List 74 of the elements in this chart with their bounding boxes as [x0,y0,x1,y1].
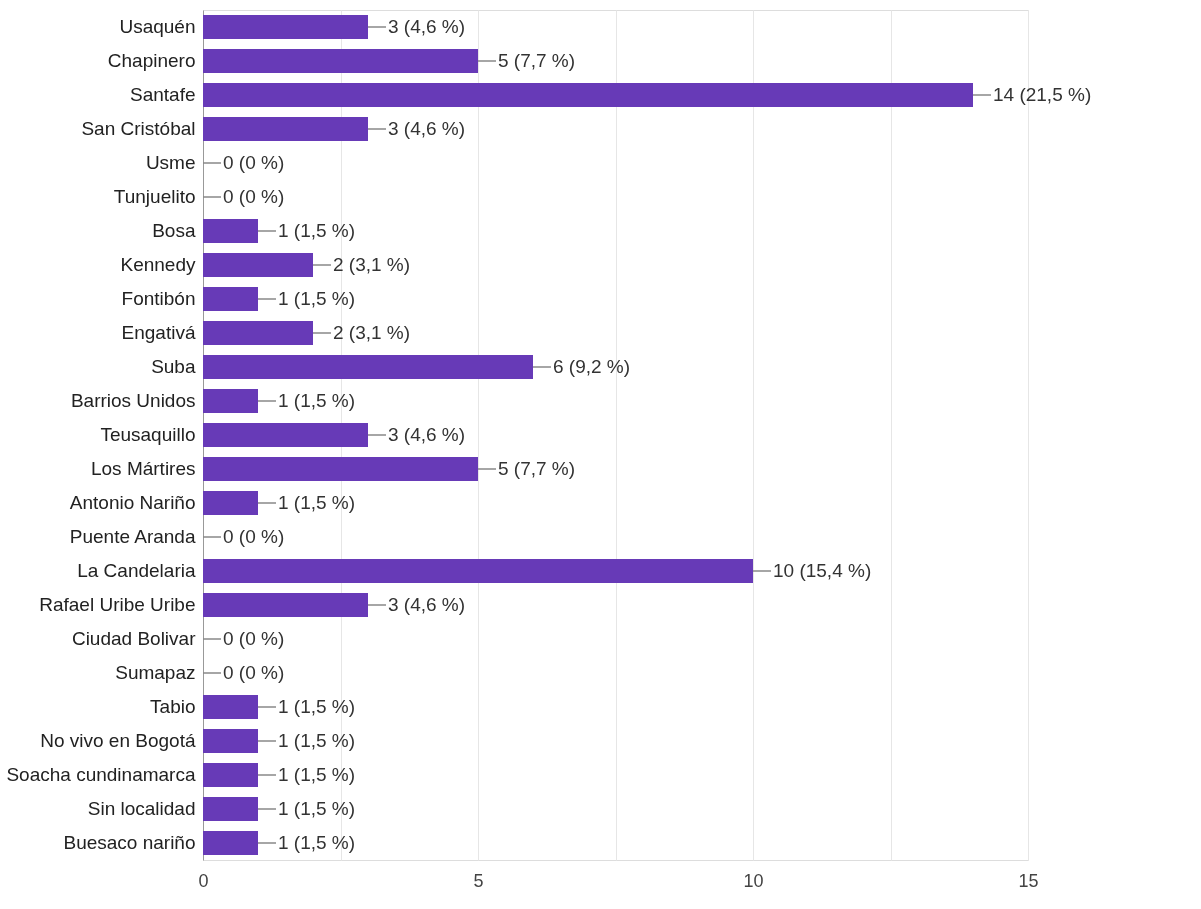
y-tick-label: Usaquén [119,16,196,37]
y-tick-label: Puente Aranda [69,526,196,547]
bar [203,797,258,821]
bar [203,559,753,583]
y-tick-label: Fontibón [121,288,196,309]
y-tick-label: Tabio [150,696,196,717]
data-label: 5 (7,7 %) [498,458,576,479]
y-tick-label: Bosa [152,220,196,241]
bar [203,83,973,107]
data-label: 1 (1,5 %) [278,832,356,853]
bar [203,763,258,787]
data-label: 3 (4,6 %) [388,424,466,445]
data-label: 10 (15,4 %) [773,560,872,581]
x-tick-label: 10 [743,870,764,891]
bar [203,287,258,311]
data-label: 3 (4,6 %) [388,118,466,139]
data-label: 5 (7,7 %) [498,50,576,71]
y-tick-label: Kennedy [120,254,196,275]
data-label: 3 (4,6 %) [388,16,466,37]
data-label: 1 (1,5 %) [278,390,356,411]
bar [203,321,313,345]
y-tick-label: Buesaco nariño [63,832,196,853]
data-label: 1 (1,5 %) [278,764,356,785]
y-tick-label: Sumapaz [115,662,196,683]
bar [203,49,478,73]
y-tick-label: No vivo en Bogotá [40,730,196,751]
data-label: 1 (1,5 %) [278,730,356,751]
x-tick-label: 15 [1018,870,1039,891]
bar [203,593,368,617]
data-label: 0 (0 %) [223,186,285,207]
bar [203,831,258,855]
bar [203,219,258,243]
bar [203,457,478,481]
x-tick-label: 5 [473,870,484,891]
bar [203,423,368,447]
data-label: 1 (1,5 %) [278,696,356,717]
data-label: 0 (0 %) [223,526,285,547]
data-label: 1 (1,5 %) [278,288,356,309]
bar [203,695,258,719]
y-tick-label: Soacha cundinamarca [6,764,196,785]
data-label: 0 (0 %) [223,152,285,173]
data-label: 0 (0 %) [223,662,285,683]
y-tick-label: Sin localidad [87,798,196,819]
bar [203,15,368,39]
y-tick-label: Los Mártires [90,458,196,479]
data-label: 1 (1,5 %) [278,798,356,819]
data-label: 3 (4,6 %) [388,594,466,615]
y-tick-label: Ciudad Bolivar [71,628,197,649]
bar [203,729,258,753]
y-tick-label: Chapinero [107,50,196,71]
y-tick-label: Tunjuelito [113,186,196,207]
data-label: 1 (1,5 %) [278,220,356,241]
x-tick-label: 0 [198,870,209,891]
y-tick-label: Santafe [130,84,196,105]
y-tick-label: San Cristóbal [81,118,196,139]
y-tick-label: Rafael Uribe Uribe [39,594,196,615]
y-tick-label: Engativá [121,322,196,343]
bar [203,491,258,515]
y-tick-label: Teusaquillo [100,424,196,445]
y-tick-label: Suba [151,356,196,377]
y-tick-label: La Candelaria [77,560,196,581]
bar [203,117,368,141]
bar [203,389,258,413]
y-tick-label: Usme [145,152,196,173]
y-tick-label: Antonio Nariño [69,492,196,513]
bar [203,253,313,277]
data-label: 2 (3,1 %) [333,254,411,275]
data-label: 0 (0 %) [223,628,285,649]
data-label: 2 (3,1 %) [333,322,411,343]
data-label: 6 (9,2 %) [553,356,631,377]
bar [203,355,533,379]
y-tick-label: Barrios Unidos [70,390,196,411]
data-label: 1 (1,5 %) [278,492,356,513]
data-label: 14 (21,5 %) [993,84,1092,105]
